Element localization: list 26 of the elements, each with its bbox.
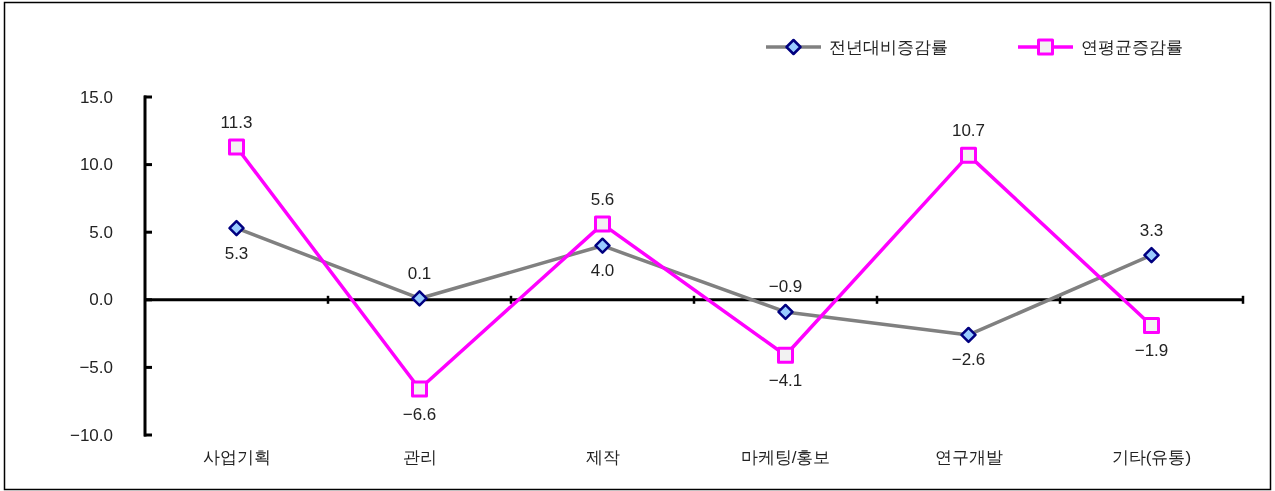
legend-label: 연평균증감률 [1081,37,1183,57]
category-label: 마케팅/홍보 [740,447,831,467]
ytick-label: 0.0 [89,290,113,310]
category-label: 관리 [402,447,437,467]
category-label: 사업기획 [202,447,271,467]
data-label: 5.6 [590,189,615,209]
ytick-label: −10.0 [70,425,113,445]
category-label: 연구개발 [934,447,1003,467]
data-label: −6.6 [402,404,437,424]
ytick-label: −5.0 [79,357,113,377]
data-label: −2.6 [951,350,986,370]
ytick-label: 10.0 [79,155,113,175]
data-label: 3.3 [1139,220,1164,240]
ytick-label: 15.0 [79,87,113,107]
data-label: 5.3 [224,243,249,263]
category-label: 제작 [585,447,620,467]
data-label: 0.1 [407,263,432,283]
category-label: 기타(유통) [1111,447,1192,467]
legend-label: 전년대비증감률 [829,37,948,57]
data-label: 4.0 [590,261,615,281]
data-label: 11.3 [220,112,253,132]
data-label: −1.9 [1134,341,1169,360]
data-label: −0.9 [768,277,803,297]
data-label: −4.1 [768,370,803,390]
data-label: 10.7 [951,120,986,140]
ytick-label: 5.0 [89,222,113,242]
